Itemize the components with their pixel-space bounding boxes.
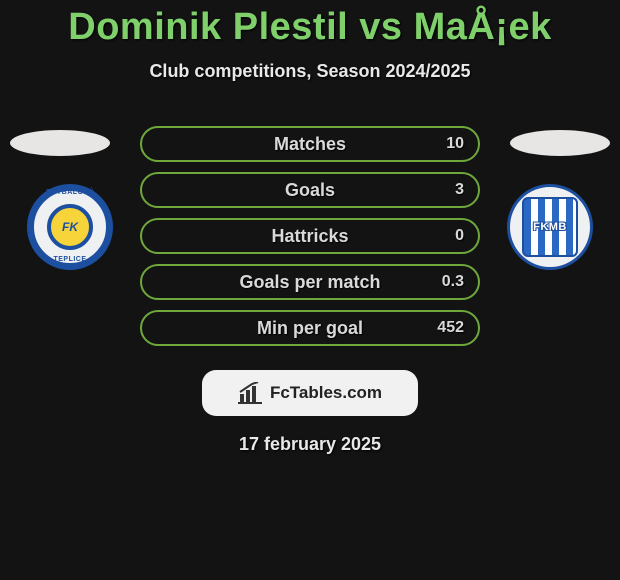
bar-chart-icon — [238, 382, 264, 404]
fkmb-badge-text: FKMB — [533, 221, 567, 233]
stats-column: Matches 10 Goals 3 Hattricks 0 Goals per… — [140, 126, 480, 356]
stat-value-right: 0.3 — [442, 273, 464, 291]
right-player-silhouette — [510, 130, 610, 156]
fkmb-badge-shield: FKMB — [522, 197, 578, 257]
stat-label: Matches — [274, 134, 346, 155]
right-club-badge: FKMB — [500, 184, 600, 269]
stat-pill-min-per-goal: Min per goal 452 — [140, 310, 480, 346]
subtitle: Club competitions, Season 2024/2025 — [0, 61, 620, 82]
stat-label: Goals — [285, 180, 335, 201]
stat-value-right: 10 — [446, 135, 464, 153]
fkmb-badge-outer: FKMB — [507, 184, 593, 270]
teplice-badge-outer: FOTBALOVÝ FK TEPLICE — [27, 184, 113, 270]
branding-pill: FcTables.com — [202, 370, 418, 416]
teplice-ring-text-top: FOTBALOVÝ — [34, 189, 106, 196]
left-player-silhouette — [10, 130, 110, 156]
branding-text: FcTables.com — [270, 383, 382, 403]
stat-label: Goals per match — [239, 272, 380, 293]
left-club-badge: FOTBALOVÝ FK TEPLICE — [20, 184, 120, 269]
footer-column: FcTables.com 17 february 2025 — [0, 356, 620, 455]
stat-value-right: 3 — [455, 181, 464, 199]
stat-value-right: 0 — [455, 227, 464, 245]
page-title: Dominik Plestil vs MaÅ¡ek — [0, 6, 620, 49]
teplice-badge-inner: FK — [47, 204, 93, 250]
stat-pill-goals-per-match: Goals per match 0.3 — [140, 264, 480, 300]
stat-pill-goals: Goals 3 — [140, 172, 480, 208]
stat-value-right: 452 — [437, 319, 464, 337]
stat-pill-matches: Matches 10 — [140, 126, 480, 162]
stat-pill-hattricks: Hattricks 0 — [140, 218, 480, 254]
teplice-ring-text-bottom: TEPLICE — [34, 256, 106, 263]
stat-label: Min per goal — [257, 318, 363, 339]
date-text: 17 february 2025 — [0, 434, 620, 455]
stat-label: Hattricks — [271, 226, 348, 247]
comparison-infographic: Dominik Plestil vs MaÅ¡ek Club competiti… — [0, 6, 620, 580]
